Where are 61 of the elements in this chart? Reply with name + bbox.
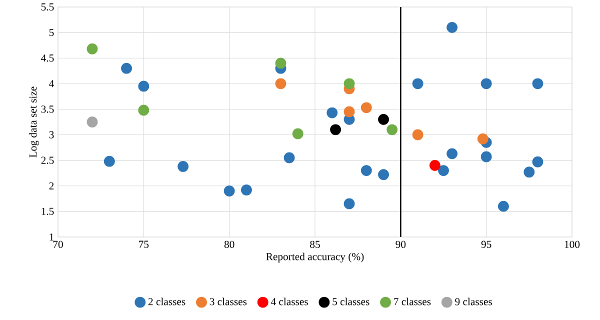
- y-tick-label: 3.5: [41, 106, 54, 113]
- point: [378, 169, 389, 180]
- point: [104, 156, 115, 167]
- point: [326, 107, 338, 118]
- x-axis-title: Reported accuracy (%): [266, 252, 364, 262]
- y-tick-label: 2.5: [41, 156, 54, 164]
- point: [386, 124, 398, 136]
- y-tick-label: 3: [49, 131, 54, 138]
- point: [524, 166, 535, 178]
- point: [178, 160, 189, 172]
- y-tick-label: 5.5: [41, 3, 54, 11]
- point: [86, 43, 98, 54]
- y-tick-label: 2: [49, 182, 54, 190]
- point: [446, 148, 458, 160]
- point: [480, 151, 492, 162]
- point: [477, 133, 488, 144]
- y-tick-label: 1.5: [42, 208, 54, 216]
- point: [292, 128, 304, 140]
- x-tick-label: 95: [481, 240, 492, 248]
- point: [532, 156, 544, 168]
- point: [446, 22, 458, 33]
- point: [480, 78, 492, 90]
- x-tick-label: 100: [564, 240, 580, 248]
- point: [138, 80, 150, 92]
- legend-label: 4 classes: [270, 298, 308, 306]
- point: [344, 198, 355, 210]
- y-tick-label: 1: [50, 233, 54, 241]
- point: [284, 152, 295, 164]
- point: [360, 165, 372, 176]
- legend-label: 5 classes: [332, 298, 370, 306]
- point: [429, 160, 440, 171]
- point: [532, 78, 544, 90]
- legend-label: 2 classes: [148, 298, 186, 306]
- point: [240, 184, 252, 196]
- x-tick-label: 80: [224, 240, 234, 248]
- legend-label: 3 classes: [210, 298, 247, 306]
- legend-label: 7 classes: [394, 298, 431, 306]
- point: [412, 78, 424, 90]
- point: [438, 165, 449, 176]
- point: [121, 62, 132, 74]
- y-tick-label: 5: [49, 29, 54, 36]
- point: [344, 78, 355, 90]
- point: [138, 104, 150, 116]
- x-tick-label: 75: [139, 240, 149, 248]
- x-tick-label: 85: [310, 240, 320, 248]
- point: [224, 186, 235, 196]
- x-tick-label: 90: [396, 240, 406, 248]
- point: [412, 129, 424, 140]
- point: [275, 78, 286, 90]
- point: [498, 200, 509, 212]
- point: [86, 116, 98, 128]
- point: [330, 124, 342, 136]
- y-tick-label: 4.5: [41, 54, 54, 62]
- y-axis-title: Log data set size: [29, 86, 39, 158]
- x-tick-label: 70: [53, 240, 63, 248]
- point: [275, 58, 286, 69]
- point: [360, 102, 372, 114]
- legend-label: 9 classes: [455, 298, 492, 306]
- point: [344, 106, 355, 118]
- y-tick-label: 4: [49, 80, 54, 88]
- point: [378, 114, 389, 125]
